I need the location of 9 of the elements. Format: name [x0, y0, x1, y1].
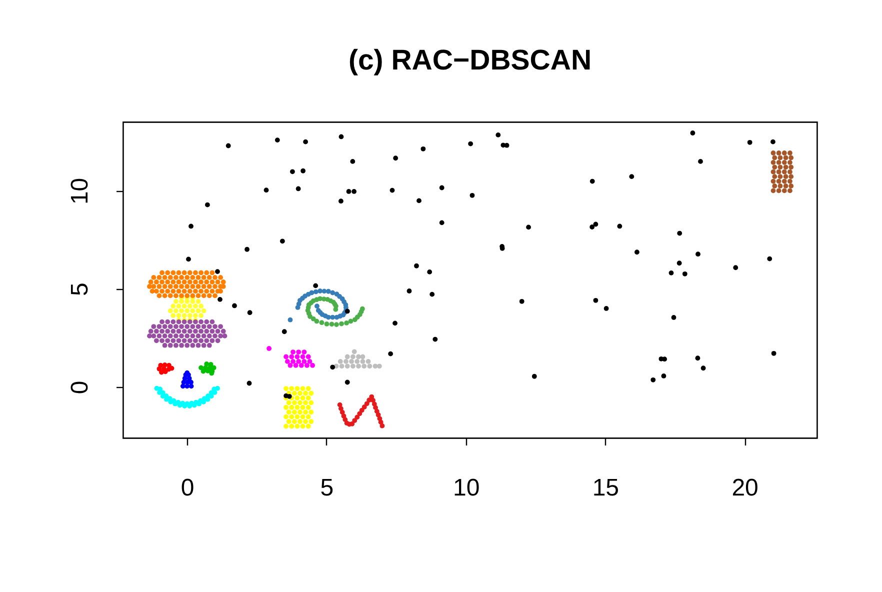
y-tick-label: 5 [66, 282, 94, 296]
y-tick-label: 10 [66, 178, 94, 205]
x-tick-label: 0 [180, 474, 194, 502]
x-tick-label: 10 [452, 474, 480, 502]
x-tick-label: 20 [732, 474, 758, 502]
x-tick-label: 5 [320, 474, 334, 502]
chart-title: (c) RAC−DBSCAN [348, 44, 592, 76]
x-tick-label: 15 [592, 474, 620, 502]
y-tick-label: 0 [66, 380, 94, 394]
